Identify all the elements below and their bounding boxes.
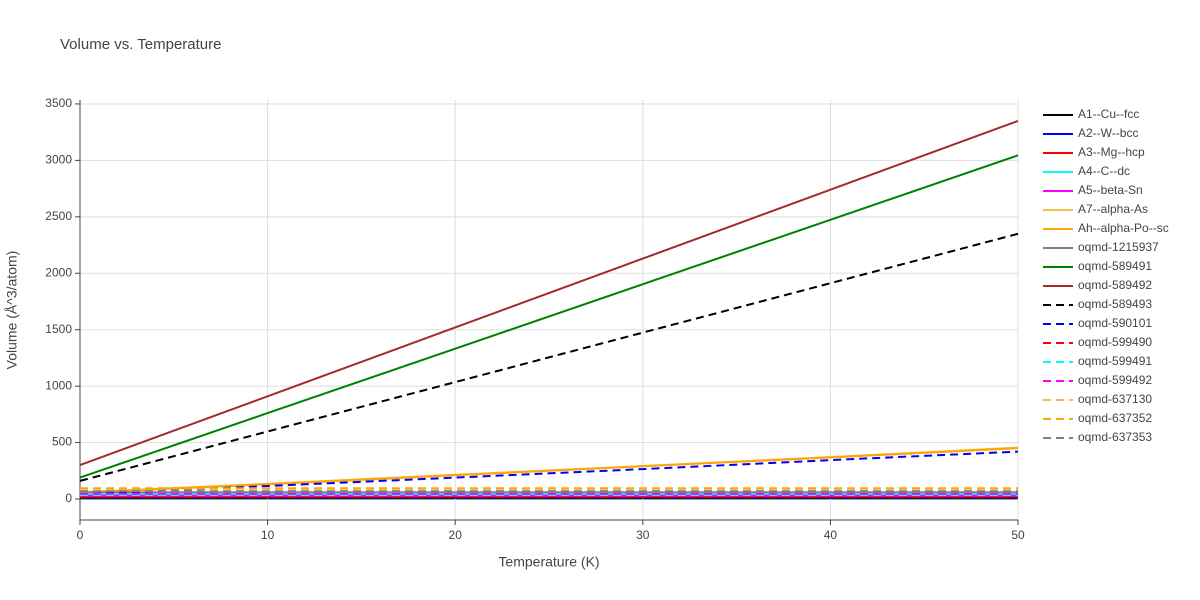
legend-label: oqmd-637130 <box>1078 392 1152 406</box>
y-tick-label: 3000 <box>45 153 72 167</box>
legend-label: Ah--alpha-Po--sc <box>1078 221 1169 235</box>
legend-label: oqmd-589492 <box>1078 278 1152 292</box>
legend-label: A2--W--bcc <box>1078 126 1138 140</box>
y-axis-title: Volume (Å^3/atom) <box>4 251 20 370</box>
legend-label: A4--C--dc <box>1078 164 1130 178</box>
legend-label: oqmd-590101 <box>1078 316 1152 330</box>
legend-label: oqmd-637352 <box>1078 411 1152 425</box>
y-tick-label: 1500 <box>45 322 72 336</box>
legend-label: A3--Mg--hcp <box>1078 145 1145 159</box>
x-tick-label: 0 <box>77 528 84 542</box>
x-tick-label: 20 <box>449 528 463 542</box>
legend-label: oqmd-589493 <box>1078 297 1152 311</box>
y-tick-label: 1000 <box>45 378 72 392</box>
series-line <box>79 447 1019 494</box>
y-tick-label: 2500 <box>45 209 72 223</box>
series-line <box>79 154 1019 479</box>
y-tick-label: 0 <box>65 491 72 505</box>
legend-label: oqmd-599490 <box>1078 335 1152 349</box>
legend-label: oqmd-599492 <box>1078 373 1152 387</box>
x-tick-label: 10 <box>261 528 275 542</box>
legend-label: oqmd-589491 <box>1078 259 1152 273</box>
legend-label: oqmd-599491 <box>1078 354 1152 368</box>
y-tick-label: 2000 <box>45 265 72 279</box>
legend-label: oqmd-1215937 <box>1078 240 1159 254</box>
series-line <box>79 119 1019 467</box>
legend-label: A7--alpha-As <box>1078 202 1148 216</box>
x-tick-label: 50 <box>1011 528 1025 542</box>
x-tick-label: 40 <box>824 528 838 542</box>
legend-label: A5--beta-Sn <box>1078 183 1143 197</box>
x-tick-label: 30 <box>636 528 650 542</box>
x-axis-title: Temperature (K) <box>498 554 599 570</box>
chart-title: Volume vs. Temperature <box>60 36 221 53</box>
series-line <box>79 232 1019 482</box>
legend-label: A1--Cu--fcc <box>1078 107 1139 121</box>
y-tick-label: 3500 <box>45 96 72 110</box>
y-tick-label: 500 <box>52 435 72 449</box>
legend-label: oqmd-637353 <box>1078 430 1152 444</box>
